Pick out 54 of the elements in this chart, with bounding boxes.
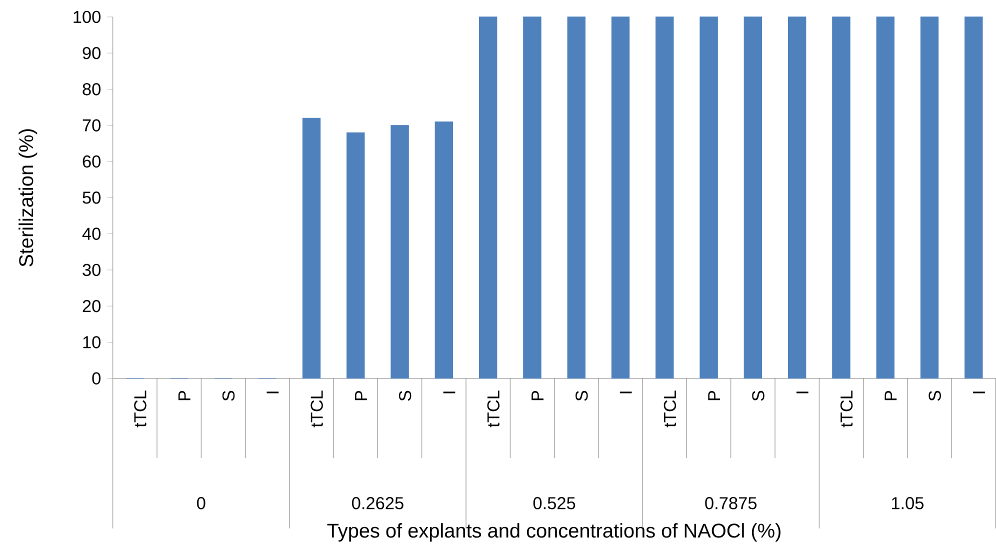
- text: 0.7875: [705, 497, 757, 510]
- x-tick-label: S: [398, 391, 412, 401]
- bar: [523, 16, 542, 379]
- x-tick-label: I: [796, 392, 808, 394]
- bar: [832, 16, 850, 379]
- y-tick-label: 0: [92, 372, 101, 385]
- text: 1.05: [892, 497, 924, 510]
- y-tick-label: 100: [74, 11, 101, 24]
- bar: [390, 125, 409, 379]
- bar: [744, 16, 762, 379]
- x-tick-label: tTCL: [840, 390, 853, 428]
- bar: [876, 16, 894, 379]
- x-tick-label: S: [576, 391, 588, 401]
- bar: [346, 132, 365, 379]
- bar: [478, 16, 498, 379]
- y-tick-label: 20: [82, 300, 101, 312]
- y-tick-label: 70: [82, 119, 101, 132]
- bar: [920, 16, 939, 379]
- y-tick-label: 10: [83, 336, 101, 349]
- x-tick-label: I: [443, 392, 456, 394]
- bar: [700, 16, 718, 379]
- x-tick-label: P: [355, 391, 367, 400]
- x-tick-label: P: [884, 391, 897, 400]
- text: 0.2625: [352, 497, 404, 510]
- bar: [788, 16, 806, 379]
- y-tick-label: 40: [82, 228, 101, 240]
- bar: [434, 122, 454, 379]
- x-tick-label: I: [620, 392, 632, 394]
- bar: [656, 16, 674, 379]
- x-tick-label: S: [752, 391, 764, 401]
- y-tick-label: 60: [82, 156, 101, 168]
- x-tick-label: tTCL: [134, 390, 146, 428]
- y-tick-label: 80: [82, 83, 101, 96]
- x-tick-label: P: [178, 391, 190, 400]
- y-tick-label: 50: [82, 192, 101, 204]
- x-axis-title: Types of explants and concentrations of NAOCl (%): [327, 523, 780, 542]
- bar: [302, 118, 321, 379]
- y-tick-label: 90: [82, 47, 101, 60]
- bar: [964, 16, 983, 379]
- y-axis-title: Sterilization (%): [18, 129, 38, 267]
- x-tick-label: tTCL: [664, 390, 676, 428]
- text: 0: [197, 497, 206, 510]
- x-tick-label: S: [928, 391, 941, 401]
- x-tick-label: I: [266, 392, 279, 394]
- x-tick-label: P: [708, 391, 720, 400]
- bar: [567, 16, 586, 379]
- y-tick-label: 30: [82, 264, 101, 276]
- x-tick-label: I: [973, 392, 985, 394]
- x-tick-label: tTCL: [487, 390, 500, 428]
- x-tick-label: tTCL: [310, 390, 323, 428]
- x-tick-label: S: [222, 391, 235, 401]
- bar: [611, 16, 630, 379]
- x-tick-label: P: [532, 391, 544, 400]
- text: 0.525: [533, 497, 576, 510]
